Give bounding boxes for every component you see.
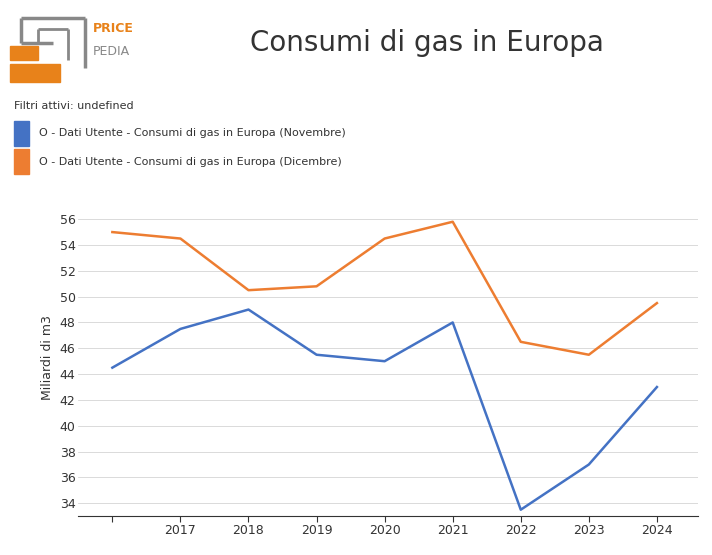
Text: O - Dati Utente - Consumi di gas in Europa (Dicembre): O - Dati Utente - Consumi di gas in Euro… <box>38 157 341 167</box>
Text: Filtri attivi: undefined: Filtri attivi: undefined <box>14 102 134 112</box>
Text: Consumi di gas in Europa: Consumi di gas in Europa <box>250 29 604 57</box>
Bar <box>14 149 29 174</box>
Text: PRICE: PRICE <box>93 22 133 36</box>
Bar <box>14 121 29 146</box>
Y-axis label: Miliardi di m3: Miliardi di m3 <box>41 316 54 400</box>
Text: O - Dati Utente - Consumi di gas in Europa (Novembre): O - Dati Utente - Consumi di gas in Euro… <box>38 128 345 138</box>
Bar <box>10 64 60 82</box>
Bar <box>10 46 38 59</box>
Text: PEDIA: PEDIA <box>93 45 130 58</box>
